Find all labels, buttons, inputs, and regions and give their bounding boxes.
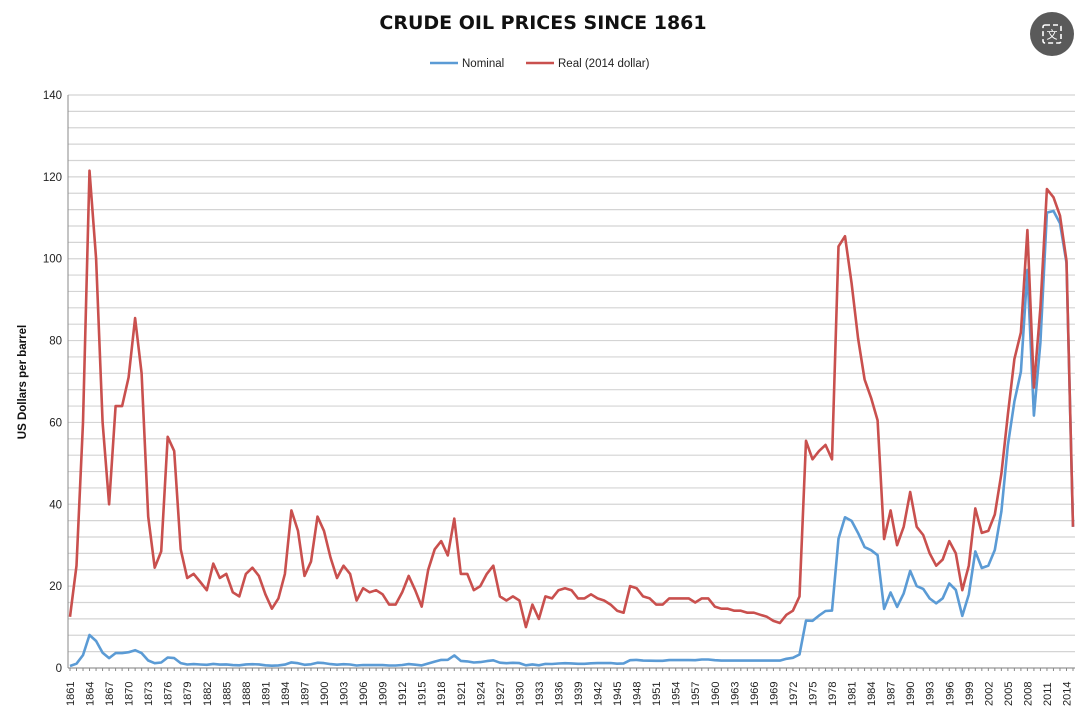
- x-tick-label: 1957: [690, 682, 702, 706]
- y-tick-label: 40: [49, 499, 62, 511]
- x-tick-label: 1909: [378, 682, 390, 706]
- x-tick-label: 2014: [1061, 682, 1073, 706]
- x-tick-label: 1912: [397, 682, 409, 706]
- legend-label-real: Real (2014 dollar): [558, 58, 650, 70]
- translate-icon: 文: [1042, 24, 1062, 44]
- x-tick-label: 1888: [241, 682, 253, 706]
- y-tick-label: 140: [43, 90, 62, 102]
- y-axis-label: US Dollars per barrel: [17, 325, 29, 439]
- x-tick-label: 1981: [847, 682, 859, 706]
- x-tick-label: 1972: [788, 682, 800, 706]
- x-tick-label: 1999: [964, 682, 976, 706]
- x-tick-label: 1918: [436, 682, 448, 706]
- x-tick-label: 1963: [729, 682, 741, 706]
- x-tick-label: 1996: [944, 682, 956, 706]
- x-tick-label: 1876: [163, 682, 175, 706]
- x-tick-label: 1939: [573, 682, 585, 706]
- x-tick-label: 1954: [671, 682, 683, 706]
- x-tick-label: 1921: [456, 682, 468, 706]
- x-tick-label: 1879: [182, 682, 194, 706]
- x-tick-label: 1942: [593, 682, 605, 706]
- real-price-line: [68, 169, 1075, 629]
- legend-label-nominal: Nominal: [462, 58, 504, 70]
- x-tick-label: 1903: [339, 682, 351, 706]
- y-tick-label: 60: [49, 417, 62, 429]
- x-tick-label: 1906: [358, 682, 370, 706]
- legend: Nominal Real (2014 dollar): [430, 58, 650, 70]
- x-tick-label: 1870: [124, 682, 136, 706]
- x-tick-label: 1960: [710, 682, 722, 706]
- x-tick-label: 1927: [495, 682, 507, 706]
- y-tick-label: 80: [49, 336, 62, 348]
- y-tick-label: 100: [43, 254, 62, 266]
- x-tick-label: 1894: [280, 682, 292, 706]
- x-tick-label: 1861: [65, 682, 77, 706]
- x-tick-label: 1873: [143, 682, 155, 706]
- translate-button[interactable]: 文: [1030, 12, 1074, 56]
- x-tick-label: 1867: [104, 682, 116, 706]
- x-tick-label: 1951: [651, 682, 663, 706]
- x-tick-label: 1891: [260, 682, 272, 706]
- x-tick-label: 1984: [866, 682, 878, 706]
- x-tick-label: 1915: [417, 682, 429, 706]
- chart-title: CRUDE OIL PRICES SINCE 1861: [379, 12, 706, 34]
- x-tick-label: 1930: [514, 682, 526, 706]
- x-tick-label: 1897: [299, 682, 311, 706]
- x-tick-label: 1990: [905, 682, 917, 706]
- x-tick-label: 2011: [1042, 682, 1054, 706]
- x-tick-label: 1945: [612, 682, 624, 706]
- x-tick-label: 2008: [1022, 682, 1034, 706]
- x-tick-label: 2005: [1003, 682, 1015, 706]
- y-tick-label: 0: [56, 663, 62, 675]
- x-tick-label: 1978: [827, 682, 839, 706]
- x-tick-label: 1882: [202, 682, 214, 706]
- x-tick-label: 1966: [749, 682, 761, 706]
- x-tick-label: 1936: [553, 682, 565, 706]
- x-tick-label: 2002: [983, 682, 995, 706]
- x-tick-label: 1900: [319, 682, 331, 706]
- y-tick-label: 20: [49, 581, 62, 593]
- x-tick-label: 1885: [221, 682, 233, 706]
- x-tick-label: 1993: [925, 682, 937, 706]
- x-tick-label: 1969: [768, 682, 780, 706]
- nominal-price-line: [69, 209, 1075, 668]
- x-tick-label: 1987: [886, 682, 898, 706]
- x-tick-label: 1933: [534, 682, 546, 706]
- svg-text:文: 文: [1047, 28, 1058, 42]
- y-tick-label: 120: [43, 172, 62, 184]
- x-tick-label: 1864: [85, 682, 97, 706]
- x-tick-label: 1975: [807, 682, 819, 706]
- x-tick-label: 1948: [632, 682, 644, 706]
- x-tick-label: 1924: [475, 682, 487, 706]
